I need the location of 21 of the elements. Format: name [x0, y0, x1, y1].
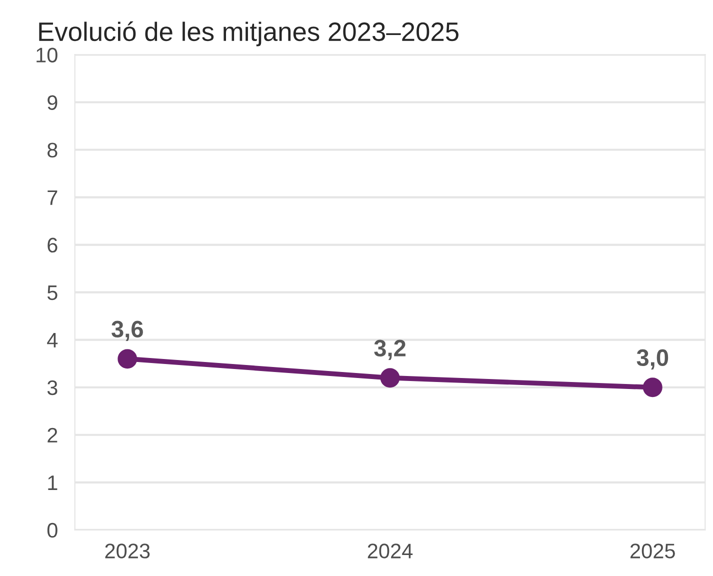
y-tick-label: 0	[47, 522, 58, 538]
y-tick-label: 3	[47, 380, 58, 396]
y-tick-label: 1	[48, 476, 58, 490]
y-tick-label: 8	[48, 142, 58, 158]
y-tick-label: 4	[47, 333, 58, 348]
point	[118, 349, 138, 369]
x-tick-label: 2025	[630, 544, 675, 558]
y-tick-label: 9	[48, 95, 58, 110]
y-tick-label: 6	[48, 238, 58, 253]
data-label: 3,0	[636, 349, 668, 370]
y-tick-label: 10	[36, 48, 58, 62]
y-tick-label: 5	[47, 286, 58, 300]
chart-title: Evolució de les mitjanes 2023–2025	[39, 21, 458, 46]
data-label: 3,2	[374, 340, 406, 360]
y-tick-label: 7	[48, 190, 58, 205]
x-tick-label: 2024	[368, 544, 413, 558]
data-label: 3,6	[112, 320, 143, 341]
point	[642, 378, 662, 398]
x-tick-label: 2023	[105, 544, 150, 558]
point	[380, 368, 400, 388]
y-tick-label: 2	[48, 428, 58, 442]
